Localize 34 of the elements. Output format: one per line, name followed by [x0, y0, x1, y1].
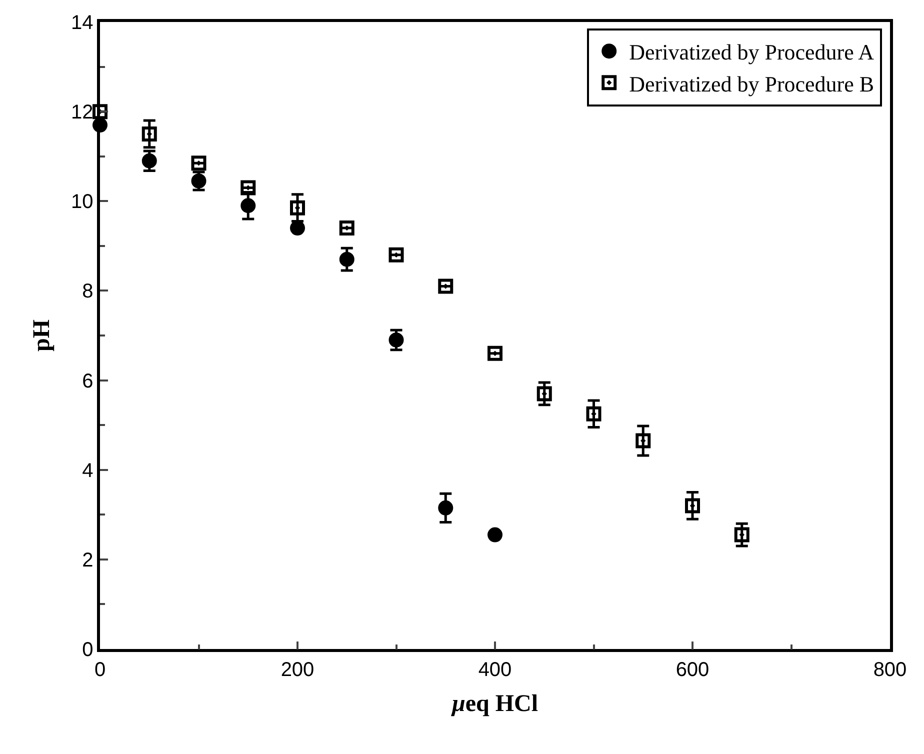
y-tick-label: 12	[71, 102, 94, 124]
y-tick-label: 8	[82, 280, 94, 303]
x-axis-title: μeq HCl	[450, 691, 538, 718]
y-tick-label: 4	[82, 460, 94, 482]
point	[92, 104, 108, 120]
x-tick-label: 600	[676, 658, 710, 681]
y-tick-label: 10	[71, 191, 94, 214]
point	[586, 406, 602, 422]
x-tick-label: 200	[280, 658, 314, 681]
point	[488, 346, 502, 361]
point	[339, 252, 354, 267]
point	[290, 200, 305, 216]
point	[438, 500, 454, 516]
point	[142, 126, 157, 142]
x-tick-label: 800	[873, 658, 907, 681]
legend-label: Derivatized by Procedure B	[629, 71, 874, 96]
point	[438, 278, 454, 294]
point	[240, 198, 256, 214]
point	[388, 247, 404, 262]
point	[191, 156, 206, 171]
legend-label: Derivatized by Procedure A	[629, 40, 874, 65]
y-tick-label: 0	[82, 639, 94, 661]
y-tick-label: 2	[82, 549, 94, 572]
y-tick-label: 6	[82, 370, 94, 392]
point	[685, 498, 700, 514]
point	[290, 220, 305, 236]
point	[636, 433, 651, 448]
point	[339, 220, 354, 236]
y-axis-title: pH	[29, 319, 56, 352]
x-tick-label: 400	[478, 658, 512, 681]
point	[536, 386, 552, 402]
y-tick-label: 14	[71, 12, 94, 34]
point	[734, 527, 750, 542]
point	[488, 527, 502, 542]
